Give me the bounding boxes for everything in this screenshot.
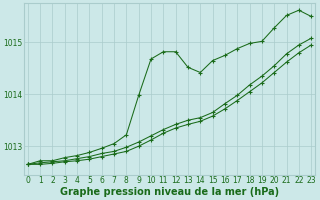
X-axis label: Graphe pression niveau de la mer (hPa): Graphe pression niveau de la mer (hPa) xyxy=(60,187,279,197)
